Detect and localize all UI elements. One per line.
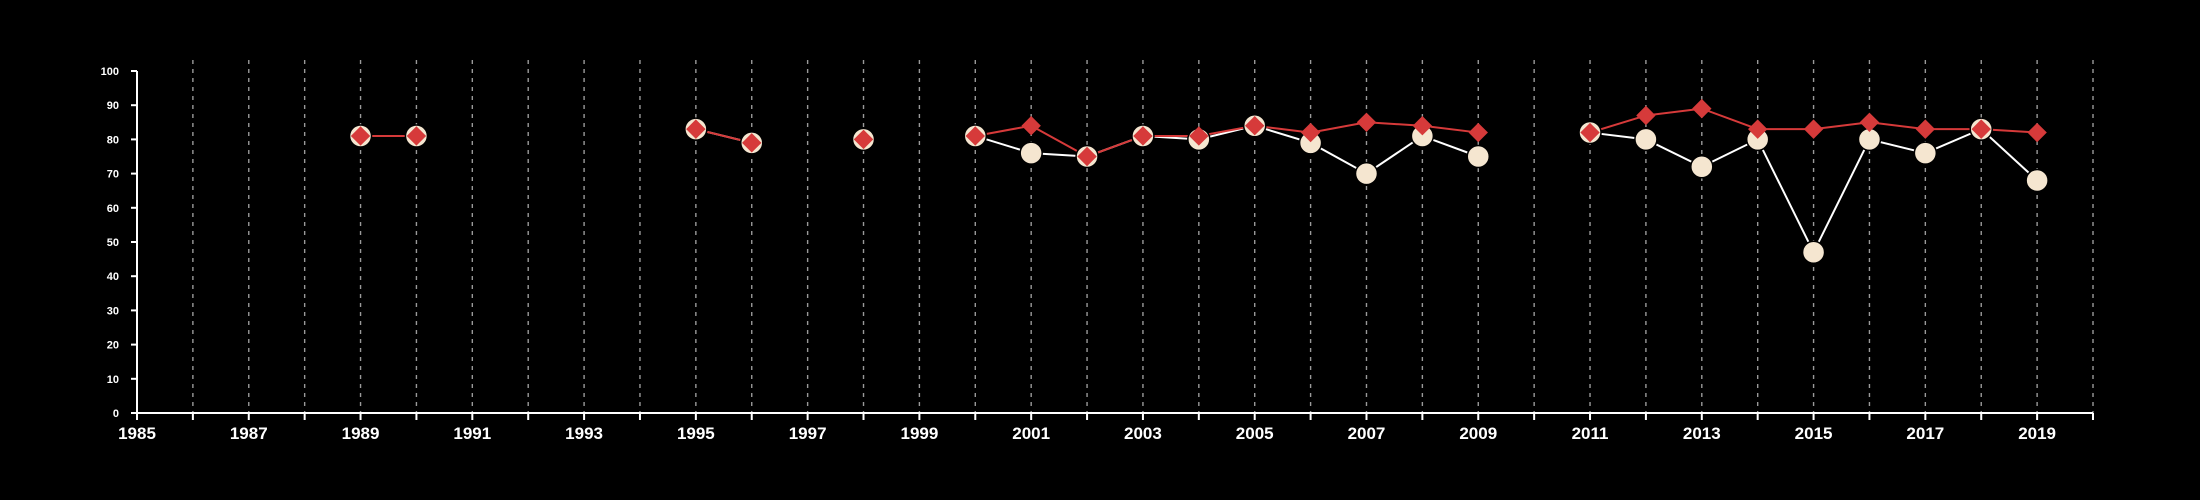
series-a-point <box>1354 161 1379 186</box>
series-b-point <box>2027 122 2047 143</box>
y-tick-label: 0 <box>113 408 119 420</box>
x-tick-label: 1993 <box>565 424 603 443</box>
y-tick-label: 60 <box>107 203 119 215</box>
series-b-point <box>1692 98 1712 119</box>
series-a-point <box>1466 144 1491 169</box>
y-tick-label: 100 <box>101 66 119 78</box>
y-tick-label: 50 <box>107 237 119 249</box>
series-b-point <box>1077 146 1097 167</box>
x-tick-label: 1999 <box>900 424 938 443</box>
series-a-point <box>1913 141 1938 165</box>
series-b-point <box>1300 122 1321 143</box>
series-a-point <box>1019 141 1043 165</box>
x-tick-label: 2003 <box>1124 424 1162 443</box>
series-a-point <box>1801 240 1826 265</box>
x-tick-label: 2017 <box>1906 424 1944 443</box>
x-tick-label: 2019 <box>2018 424 2056 443</box>
axes: 1985 1987 1989 1991 1993 1995 1997 1999 2001 2003… <box>101 66 2094 443</box>
series-group <box>348 98 2049 265</box>
y-tick-label: 70 <box>107 169 119 181</box>
x-tick-label: 2013 <box>1683 424 1721 443</box>
series-b-point <box>350 126 371 146</box>
x-tick-label: 2011 <box>1572 424 1609 443</box>
x-tick-label: 1985 <box>118 424 156 443</box>
series-b-line <box>975 121 1479 158</box>
series-b-point <box>1021 116 1041 136</box>
series-b-point <box>853 129 874 150</box>
x-tick-label: 2001 <box>1012 424 1050 443</box>
series-b-point <box>1356 112 1377 133</box>
x-tick-label: 2005 <box>1236 424 1274 443</box>
y-tick-label: 80 <box>107 134 119 146</box>
x-tick-label: 2007 <box>1348 424 1386 443</box>
x-tick-label: 2009 <box>1459 424 1497 443</box>
series-a-line <box>974 124 1479 175</box>
series-b-point <box>1412 116 1433 136</box>
x-tick-label: 1987 <box>230 424 268 443</box>
series-b-point <box>1971 119 1991 139</box>
series-b-point <box>1636 105 1656 126</box>
series-b-point <box>1859 112 1880 133</box>
series-b-point <box>742 133 762 153</box>
series-b-point <box>1245 116 1265 136</box>
series-b-point <box>1133 126 1153 146</box>
series-a-point <box>2025 168 2049 193</box>
y-tick-label: 90 <box>107 100 119 112</box>
x-tick-label: 1991 <box>453 424 491 443</box>
y-tick-label: 20 <box>107 340 119 352</box>
series-b-point <box>1915 119 1936 139</box>
x-tick-label: 1997 <box>789 424 827 443</box>
series-a-point <box>1690 155 1714 179</box>
x-tick-label: 2015 <box>1795 424 1833 443</box>
y-tick-label: 30 <box>107 305 119 317</box>
y-tick-label: 10 <box>107 374 119 386</box>
series-b-point <box>1747 119 1768 139</box>
y-tick-label: 40 <box>107 271 119 283</box>
series-a-point <box>1634 127 1658 152</box>
x-tick-label: 1995 <box>677 424 715 443</box>
series-b-point <box>1580 122 1600 143</box>
series-b-point <box>965 126 985 146</box>
series-b-point <box>686 119 706 139</box>
series-b-point <box>1468 122 1488 143</box>
series-b-point <box>406 126 427 146</box>
series-b-point <box>1189 126 1209 146</box>
series-b-point <box>1803 119 1824 139</box>
x-tick-label: 1989 <box>342 424 380 443</box>
